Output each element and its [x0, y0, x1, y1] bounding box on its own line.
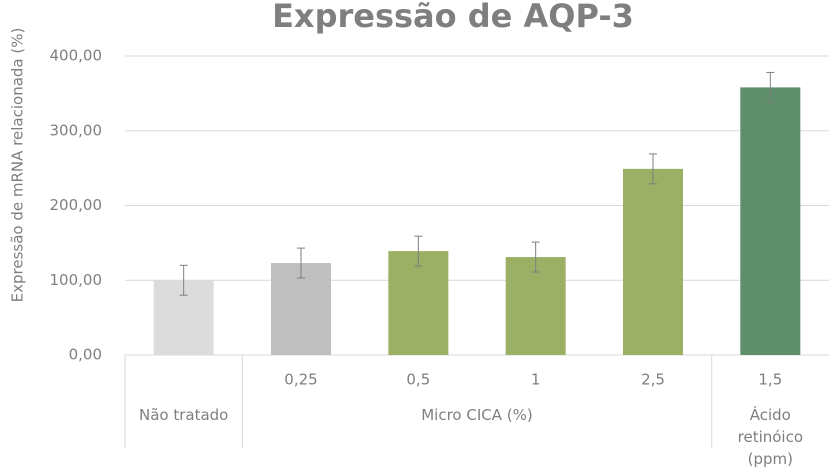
group-label: Ácido retinóico (ppm) — [737, 406, 804, 468]
x-tick-label: 2,5 — [641, 371, 665, 389]
x-tick-label: 1,5 — [758, 371, 782, 389]
group-label: Micro CICA (%) — [421, 406, 533, 424]
chart-title: Expressão de AQP-3 — [272, 0, 634, 35]
y-tick-label: 400,00 — [50, 47, 103, 65]
y-axis-label: Expressão de mRNA relacionada (%) — [9, 28, 27, 303]
x-tick-label: 1 — [531, 371, 541, 389]
bar — [388, 251, 449, 355]
bar — [623, 168, 683, 355]
bar — [505, 257, 566, 355]
group-label: Não tratado — [138, 406, 229, 424]
y-tick-label: 100,00 — [50, 271, 103, 289]
x-tick-label: 0,5 — [406, 371, 430, 389]
y-tick-label: 200,00 — [50, 196, 103, 214]
y-tick-label: 0,00 — [69, 346, 102, 364]
bar — [740, 87, 801, 356]
y-tick-label: 300,00 — [50, 121, 103, 139]
x-tick-label: 0,25 — [284, 371, 317, 389]
